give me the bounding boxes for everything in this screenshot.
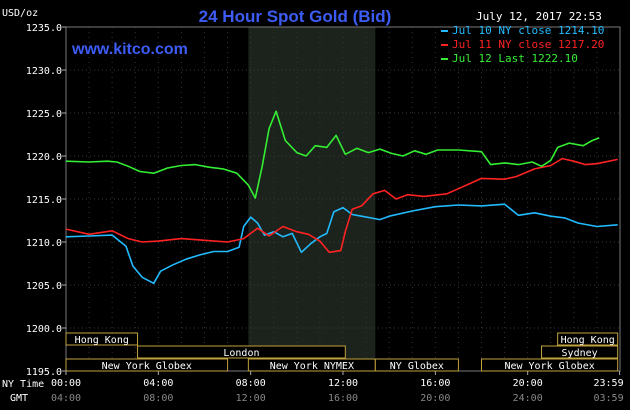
session-bar [374, 358, 459, 372]
session-bar [65, 358, 229, 372]
series-line [65, 203, 618, 285]
x-axis-ticks: 00:00 04:00 04:00 08:00 08:00 12:00 12:00 16:00… [51, 371, 624, 404]
legend-label: Jul 10 NY close 1214.10 [452, 24, 604, 37]
x-tick-label-ny: 12:00 [328, 378, 358, 389]
y-tick-label: 1230.0 [26, 66, 62, 77]
x-tick-label-gmt: 24:00 [513, 393, 543, 404]
chart-title: 24 Hour Spot Gold (Bid) [199, 7, 392, 26]
series-line [65, 157, 618, 254]
y-tick-label: 1225.0 [26, 109, 62, 120]
session-label: New York NYMEX [270, 361, 354, 372]
y-tick-label: 1235.0 [26, 23, 62, 34]
series-line [65, 110, 600, 199]
x-tick-label-gmt: 16:00 [328, 393, 358, 404]
x-tick-label-gmt: 12:00 [236, 393, 266, 404]
session-bar [137, 345, 346, 359]
y-axis-ticks: 1235.0 1230.0 1225.0 1220.0 1215.0 1210.0 1205… [26, 23, 66, 378]
y-tick-label: 1220.0 [26, 152, 62, 163]
y-tick-label: 1205.0 [26, 281, 62, 292]
session-label: London [223, 348, 259, 359]
x-tick-label-gmt: 20:00 [420, 393, 450, 404]
x-tick-label-ny: 16:00 [420, 378, 450, 389]
nymex-session-highlight [248, 27, 376, 371]
x-tick-label-ny: 04:00 [143, 378, 173, 389]
x-tick-label-ny: 23:59 [593, 378, 623, 389]
session-label: NY Globex [390, 361, 444, 372]
session-bar [557, 332, 619, 346]
session-bar [481, 358, 619, 372]
session-bar [541, 345, 619, 359]
session-bar [65, 332, 139, 346]
date-stamp: July 12, 2017 22:53 [476, 10, 602, 23]
x-axis-label-ny: NY Time [2, 379, 44, 390]
y-tick-label: 1215.0 [26, 195, 62, 206]
x-tick-label-gmt: 08:00 [143, 393, 173, 404]
market-sessions: Hong Kong Hong Kong London Sydney New York G… [65, 332, 619, 372]
legend-label: Jul 11 NY close 1217.20 [452, 38, 604, 51]
x-tick-label-ny: 00:00 [51, 378, 81, 389]
y-tick-label: 1200.0 [26, 324, 62, 335]
y-axis-label: USD/oz [2, 8, 38, 19]
x-tick-label-gmt: 04:00 [51, 393, 81, 404]
session-label: Sydney [562, 348, 598, 359]
x-tick-label-gmt: 03:59 [593, 393, 623, 404]
x-tick-label-ny: 08:00 [236, 378, 266, 389]
price-series [65, 110, 618, 285]
session-label: New York Globex [504, 361, 594, 372]
source-url: www.kitco.com [71, 41, 188, 58]
x-axis-label-gmt: GMT [10, 393, 28, 404]
y-tick-label: 1210.0 [26, 238, 62, 249]
legend-label: Jul 12 Last 1222.10 [452, 52, 578, 65]
session-label: Hong Kong [561, 335, 615, 346]
session-label: New York Globex [102, 361, 192, 372]
y-tick-label: 1195.0 [26, 367, 62, 378]
session-label: Hong Kong [75, 335, 129, 346]
x-tick-label-ny: 20:00 [513, 378, 543, 389]
